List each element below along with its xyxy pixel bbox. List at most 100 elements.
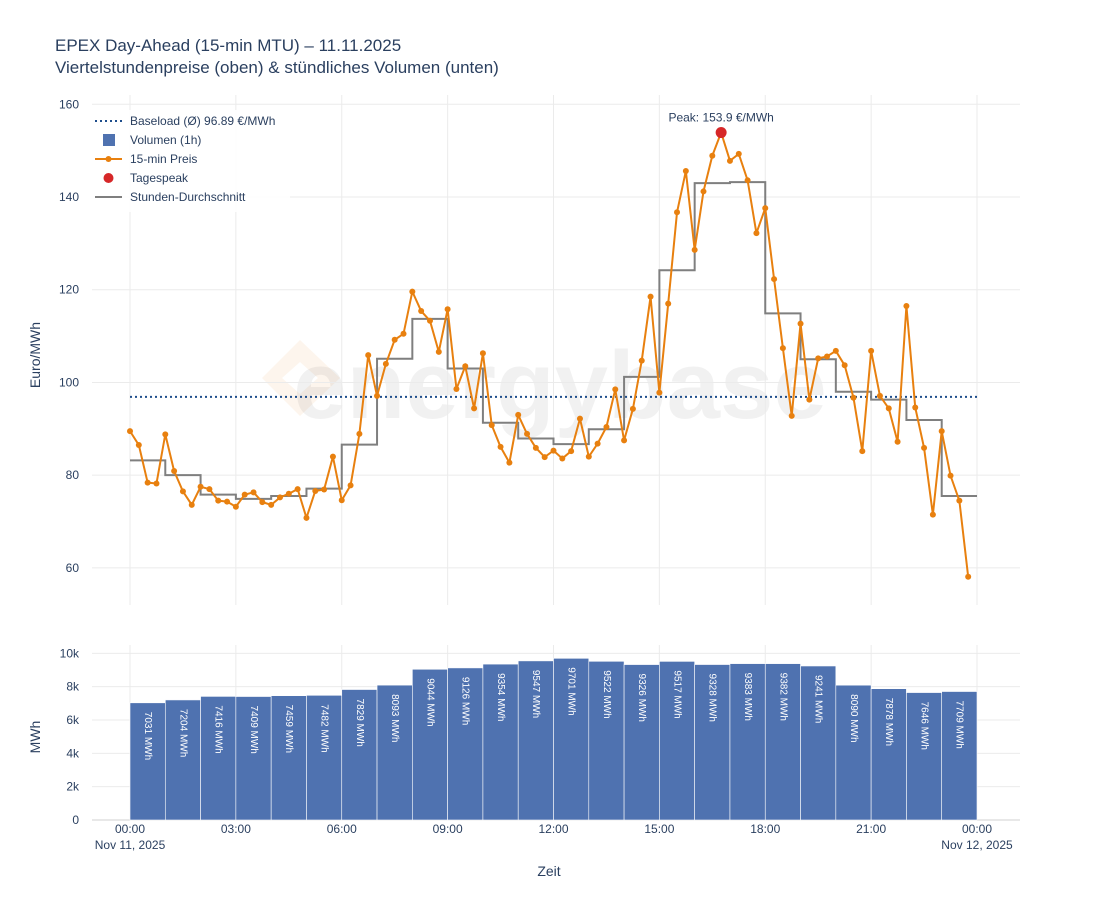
volume-bar-label: 9517 MWh <box>671 670 682 718</box>
volume-bar <box>588 660 625 821</box>
price-point <box>250 489 257 496</box>
price-point <box>374 392 381 399</box>
price-point <box>656 389 663 396</box>
price-point <box>541 454 548 461</box>
price-point <box>674 209 681 216</box>
volume-bar-label: 9383 MWh <box>742 673 753 721</box>
price-point <box>797 320 804 327</box>
price-point <box>876 392 883 399</box>
x-date-left: Nov 11, 2025 <box>95 838 166 852</box>
volume-bar <box>235 696 272 821</box>
price-point <box>938 428 945 435</box>
volume-y-tick-label: 8k <box>66 680 80 694</box>
price-point <box>303 514 310 521</box>
price-y-tick-label: 160 <box>59 97 79 111</box>
volume-bar <box>164 699 201 821</box>
volume-bar-label: 7416 MWh <box>213 705 224 753</box>
price-y-tick-label: 80 <box>66 468 80 482</box>
price-point <box>665 300 672 307</box>
x-tick-label: 15:00 <box>644 822 674 836</box>
price-y-tick-label: 100 <box>59 375 79 389</box>
legend-item[interactable]: 15-min Preis <box>95 152 197 166</box>
volume-bar-label: 8093 MWh <box>389 694 400 742</box>
legend-item[interactable]: Tagespeak <box>103 171 190 185</box>
price-point <box>806 396 813 403</box>
price-point <box>206 486 213 493</box>
price-point <box>532 444 539 451</box>
x-tick-label: 00:00 <box>962 822 992 836</box>
legend-square-icon <box>103 134 115 146</box>
price-point <box>356 430 363 437</box>
price-point <box>471 405 478 412</box>
x-axis-title: Zeit <box>537 863 560 879</box>
price-point <box>294 486 301 493</box>
price-point <box>329 453 336 460</box>
price-point <box>435 348 442 355</box>
volume-y-tick-label: 4k <box>66 746 80 760</box>
price-point <box>215 497 222 504</box>
volume-bar <box>906 692 943 821</box>
volume-bar <box>870 688 907 821</box>
price-point <box>850 394 857 401</box>
legend-item[interactable]: Stunden-Durchschnitt <box>95 190 246 204</box>
x-tick-label: 12:00 <box>538 822 568 836</box>
price-point <box>276 494 283 501</box>
price-point <box>312 487 319 494</box>
price-point <box>391 336 398 343</box>
y-axis-title-volume: MWh <box>27 721 43 754</box>
volume-bar-labels: 7031 MWh 7204 MWh 7416 MWh 7409 MWh 7459 MWh… <box>142 667 965 760</box>
legend-label: Stunden-Durchschnitt <box>130 190 246 204</box>
legend[interactable]: Baseload (Ø) 96.89 €/MWh Volumen (1h) 15-m… <box>90 110 290 212</box>
volume-bar <box>729 663 766 821</box>
volume-bars <box>129 658 978 821</box>
peak-annotation: Peak: 153.9 €/MWh <box>668 111 773 125</box>
volume-bar-label: 7031 MWh <box>142 712 153 760</box>
price-point <box>188 501 195 508</box>
legend-label: 15-min Preis <box>130 152 197 166</box>
peak-marker-group: Peak: 153.9 €/MWh <box>668 111 774 139</box>
volume-bar <box>800 665 837 821</box>
price-point <box>135 442 142 449</box>
price-point <box>197 483 204 490</box>
watermark-text: energybase <box>293 332 827 439</box>
price-point <box>462 363 469 370</box>
volume-y-tick-label: 2k <box>66 780 80 794</box>
price-point <box>179 488 186 495</box>
volume-bar-label: 9326 MWh <box>636 674 647 722</box>
legend-label: Volumen (1h) <box>130 133 201 147</box>
volume-bar-label: 9354 MWh <box>495 673 506 721</box>
volume-bar <box>270 695 307 821</box>
price-point <box>612 386 619 393</box>
price-point <box>232 503 239 510</box>
volume-bar <box>835 684 872 821</box>
volume-bar-label: 8090 MWh <box>848 694 859 742</box>
x-tick-label: 00:00 <box>115 822 145 836</box>
price-point <box>921 444 928 451</box>
price-point <box>153 480 160 487</box>
price-point <box>453 385 460 392</box>
volume-bar-label: 9522 MWh <box>601 670 612 718</box>
x-tick-label: 18:00 <box>750 822 780 836</box>
price-point <box>259 499 266 506</box>
price-point <box>691 246 698 253</box>
volume-bar <box>553 658 590 821</box>
volume-bar <box>764 663 801 821</box>
x-tick-label: 03:00 <box>221 822 251 836</box>
volume-bar-label: 9547 MWh <box>530 670 541 718</box>
price-point <box>629 405 636 412</box>
price-point <box>268 501 275 508</box>
price-point <box>868 347 875 354</box>
volume-bar-label: 9382 MWh <box>777 673 788 721</box>
price-point <box>771 276 778 283</box>
volume-bar-label: 7409 MWh <box>248 706 259 754</box>
volume-bar <box>941 691 978 821</box>
legend-item[interactable]: Volumen (1h) <box>103 133 201 147</box>
legend-item[interactable]: Baseload (Ø) 96.89 €/MWh <box>95 114 275 128</box>
legend-background <box>90 110 290 212</box>
price-point <box>338 497 345 504</box>
price-point <box>488 422 495 429</box>
price-point <box>788 412 795 419</box>
price-point <box>506 459 513 466</box>
price-point <box>815 355 822 362</box>
price-point <box>779 345 786 352</box>
